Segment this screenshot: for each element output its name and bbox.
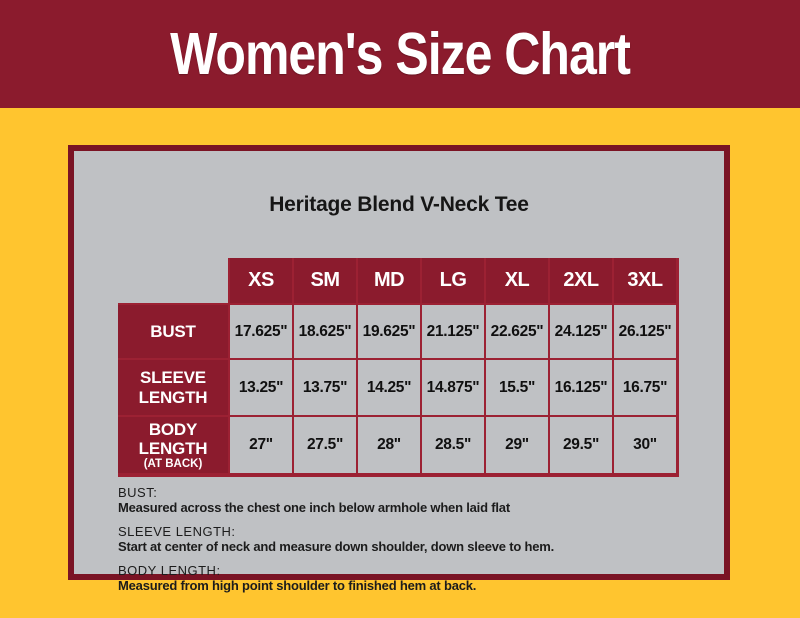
- size-column-header: 3XL: [614, 258, 676, 303]
- size-cell: 16.125": [550, 360, 612, 415]
- size-cell: 24.125": [550, 305, 612, 358]
- note-term: BUST:: [118, 485, 158, 500]
- row-header: BUST: [118, 305, 228, 358]
- note-description: Measured across the chest one inch below…: [118, 500, 510, 515]
- size-cell: 14.875": [422, 360, 484, 415]
- measurement-notes: BUST: Measured across the chest one inch…: [118, 485, 698, 602]
- size-cell: 27.5": [294, 417, 356, 473]
- size-cell: 29": [486, 417, 548, 473]
- size-cell: 26.125": [614, 305, 676, 358]
- measurement-note: BUST: Measured across the chest one inch…: [118, 485, 698, 515]
- size-cell: 13.75": [294, 360, 356, 415]
- size-cell: 16.75": [614, 360, 676, 415]
- row-header-sublabel: (AT BACK): [143, 457, 203, 470]
- size-cell: 13.25": [230, 360, 292, 415]
- size-column-header: 2XL: [550, 258, 612, 303]
- measurement-note: BODY LENGTH: Measured from high point sh…: [118, 563, 698, 593]
- row-header-label: SLEEVE LENGTH: [138, 368, 208, 407]
- size-column-header: LG: [422, 258, 484, 303]
- size-cell: 14.25": [358, 360, 420, 415]
- note-description: Start at center of neck and measure down…: [118, 539, 555, 554]
- size-chart-card: Heritage Blend V-Neck Tee XS SM MD LG XL 2XL 3…: [68, 145, 730, 593]
- size-column-header: SM: [294, 258, 356, 303]
- row-header: BODY LENGTH (AT BACK): [118, 417, 228, 473]
- size-column-header: XS: [230, 258, 292, 303]
- size-cell: 27": [230, 417, 292, 473]
- note-term: BODY LENGTH:: [118, 563, 221, 578]
- size-cell: 28.5": [422, 417, 484, 473]
- size-table: XS SM MD LG XL 2XL 3XL BUST 17.625" 18.625" 19.625…: [116, 256, 679, 477]
- row-header-label: BODY LENGTH: [138, 419, 208, 458]
- size-cell: 21.125": [422, 305, 484, 358]
- table-corner-spacer: [116, 256, 228, 303]
- size-cell: 17.625": [230, 305, 292, 358]
- note-description: Measured from high point shoulder to fin…: [118, 578, 477, 593]
- size-column-header: MD: [358, 258, 420, 303]
- row-header-label: BUST: [150, 321, 196, 341]
- size-cell: 15.5": [486, 360, 548, 415]
- size-cell: 30": [614, 417, 676, 473]
- size-cell: 19.625": [358, 305, 420, 358]
- size-cell: 22.625": [486, 305, 548, 358]
- product-title: Heritage Blend V-Neck Tee: [269, 193, 529, 216]
- measurement-note: SLEEVE LENGTH: Start at center of neck a…: [118, 524, 698, 554]
- page-banner: Women's Size Chart: [0, 0, 800, 108]
- size-cell: 29.5": [550, 417, 612, 473]
- note-term: SLEEVE LENGTH:: [118, 524, 236, 539]
- size-column-header: XL: [486, 258, 548, 303]
- row-header: SLEEVE LENGTH: [118, 360, 228, 415]
- size-cell: 18.625": [294, 305, 356, 358]
- size-cell: 28": [358, 417, 420, 473]
- page-title: Women's Size Chart: [170, 20, 631, 88]
